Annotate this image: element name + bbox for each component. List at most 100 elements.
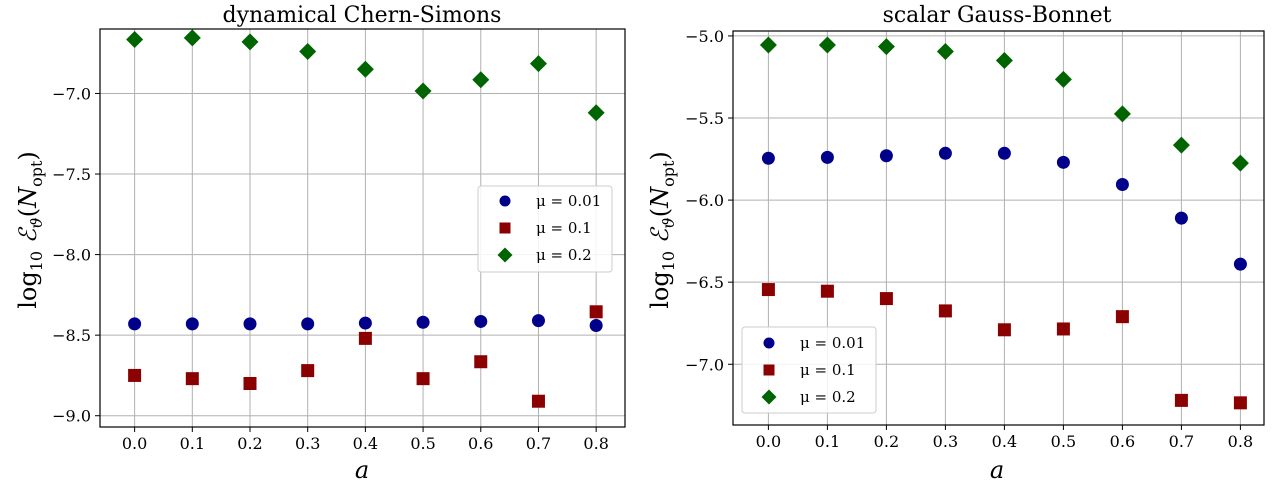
data-point-square (416, 372, 430, 386)
legend-entry: μ = 0.01 (800, 334, 865, 352)
x-tick-label: 0.7 (526, 434, 551, 453)
data-point-diamond (759, 36, 777, 54)
x-tick-label: 0.7 (1169, 432, 1194, 451)
legend-entry: μ = 0.01 (536, 192, 601, 210)
x-tick-label: 0.3 (933, 432, 958, 451)
legend-box (741, 326, 877, 414)
data-point-diamond (529, 55, 547, 73)
data-point-circle (1115, 177, 1129, 191)
legend-marker-diamond (761, 389, 777, 405)
x-axis-label: a (990, 456, 1004, 484)
legend-entry: μ = 0.2 (536, 246, 592, 264)
data-point-square (820, 284, 834, 298)
data-point-square (1174, 393, 1188, 407)
data-point-diamond (1172, 136, 1190, 154)
data-point-square (243, 376, 257, 390)
data-point-diamond (877, 38, 895, 56)
data-point-square (879, 292, 893, 306)
y-axis-label: log10 ℰϑ(Nopt) (646, 151, 678, 309)
data-point-diamond (183, 29, 201, 47)
data-point-circle (997, 146, 1011, 160)
data-point-square (1233, 396, 1247, 410)
chart-title: scalar Gauss-Bonnet (883, 3, 1112, 28)
data-point-circle (1174, 211, 1188, 225)
data-point-diamond (414, 82, 432, 100)
legend: μ = 0.01 μ = 0.1 μ = 0.2 (477, 185, 613, 273)
data-point-diamond (1113, 105, 1131, 123)
data-point-square (589, 305, 603, 319)
chart-dynamical-chern-simons: dynamical Chern-Simons log10 ℰϑ(Nopt) a … (14, 3, 626, 484)
data-point-circle (474, 314, 488, 328)
y-tick-label: −7.5 (52, 165, 91, 184)
data-point-square (474, 355, 488, 369)
data-point-square (761, 283, 775, 297)
data-point-diamond (1054, 70, 1072, 88)
data-point-circle (761, 151, 775, 165)
data-point-square (358, 331, 372, 345)
data-point-diamond (472, 71, 490, 89)
x-tick-label: 0.0 (122, 434, 147, 453)
data-point-circle (243, 317, 257, 331)
data-point-circle (589, 318, 603, 332)
data-point-diamond (936, 43, 954, 61)
data-point-circle (128, 317, 142, 331)
x-tick-label: 0.2 (237, 434, 262, 453)
plot-frame (99, 28, 626, 428)
x-tick-label: 0.1 (180, 434, 205, 453)
data-point-diamond (587, 104, 605, 122)
legend-marker-circle (763, 337, 775, 349)
data-point-square (1056, 322, 1070, 336)
ticks: 0.0 0.1 0.2 0.3 0.4 0.5 0.6 0.7 0.8 −9.0 −8.5 −8.0 −… (52, 84, 609, 453)
data-point-diamond (241, 33, 259, 51)
data-point-square (531, 394, 545, 408)
y-tick-label: −8.0 (52, 246, 91, 265)
data-point-diamond (299, 43, 317, 61)
legend-marker-square (763, 364, 775, 376)
legend-marker-square (499, 222, 511, 234)
x-tick-label: 0.5 (1051, 432, 1076, 451)
y-tick-label: −7.0 (52, 84, 91, 103)
x-tick-label: 0.2 (874, 432, 899, 451)
data-points (759, 36, 1249, 410)
legend: μ = 0.01 μ = 0.1 μ = 0.2 (741, 326, 877, 414)
legend-entry: μ = 0.2 (800, 388, 856, 406)
x-tick-label: 0.4 (353, 434, 378, 453)
data-point-circle (416, 315, 430, 329)
x-tick-label: 0.0 (756, 432, 781, 451)
x-tick-label: 0.8 (1228, 432, 1253, 451)
data-point-circle (820, 150, 834, 164)
data-point-circle (879, 149, 893, 163)
data-point-circle (301, 317, 315, 331)
data-point-square (1115, 310, 1129, 324)
x-tick-label: 0.6 (468, 434, 493, 453)
data-point-diamond (126, 30, 144, 48)
data-point-circle (1056, 155, 1070, 169)
data-point-square (938, 304, 952, 318)
y-axis-label: log10 ℰϑ(Nopt) (14, 151, 46, 309)
y-tick-label: −9.0 (52, 407, 91, 426)
data-point-square (128, 368, 142, 382)
x-axis-label: a (355, 456, 369, 484)
x-tick-label: 0.3 (295, 434, 320, 453)
plot-frame (732, 30, 1265, 426)
chart-title: dynamical Chern-Simons (223, 3, 502, 28)
legend-box (477, 185, 613, 273)
data-point-circle (358, 316, 372, 330)
data-point-diamond (995, 52, 1013, 70)
data-point-circle (938, 146, 952, 160)
data-points (126, 29, 605, 408)
x-tick-label: 0.6 (1110, 432, 1135, 451)
chart-scalar-gauss-bonnet: scalar Gauss-Bonnet log10 ℰϑ(Nopt) a 0.0… (646, 3, 1265, 484)
legend-marker-circle (499, 195, 511, 207)
legend-marker-diamond (497, 247, 513, 263)
data-point-circle (1233, 257, 1247, 271)
data-point-square (997, 323, 1011, 337)
y-tick-label: −6.5 (685, 273, 724, 292)
ticks: 0.0 0.1 0.2 0.3 0.4 0.5 0.6 0.7 0.8 −7.0 −6.5 −6.0 −… (685, 27, 1253, 451)
y-tick-label: −5.5 (685, 109, 724, 128)
data-point-square (301, 364, 315, 378)
x-tick-label: 0.8 (583, 434, 608, 453)
data-point-diamond (356, 60, 374, 78)
legend-entry: μ = 0.1 (536, 219, 592, 237)
